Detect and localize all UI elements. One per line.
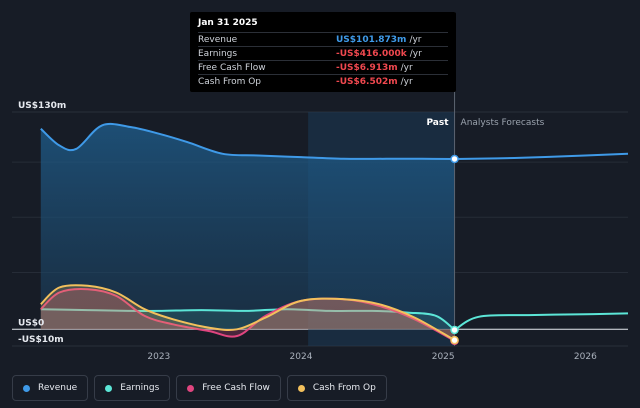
tooltip-row: Free Cash Flow -US$6.913m/yr: [198, 60, 448, 74]
y-tick-label: -US$10m: [18, 335, 64, 345]
legend-item-cash-from-op[interactable]: Cash From Op: [286, 375, 387, 401]
tooltip-row-label: Cash From Op: [198, 76, 262, 87]
tooltip-row-label: Revenue: [198, 34, 238, 45]
legend-label: Free Cash Flow: [202, 383, 270, 393]
legend-dot-icon: [23, 384, 30, 392]
cash-from-op-line: [40, 284, 456, 341]
free-cash-flow-line: [40, 287, 456, 342]
legend-dot-icon: [187, 384, 195, 392]
tooltip-row-unit: /yr: [400, 62, 413, 73]
tooltip-row-value: -US$6.913m: [336, 62, 398, 73]
tooltip-row-unit: /yr: [409, 34, 422, 45]
tooltip-row-label: Free Cash Flow: [198, 62, 266, 73]
tooltip-row-value: -US$416.000k: [336, 48, 407, 59]
earnings-line: [40, 308, 456, 331]
tooltip-row-label: Earnings: [198, 48, 238, 59]
revenue-area: [40, 123, 455, 330]
earnings-marker: [450, 325, 459, 335]
cash-from-op-area: [40, 285, 455, 341]
earnings-forecast-line: [454, 312, 629, 331]
legend-item-free-cash-flow[interactable]: Free Cash Flow: [176, 375, 281, 401]
x-tick-label: 2023: [147, 352, 170, 362]
y-tick-label: US$0: [18, 318, 44, 328]
tooltip-row: Cash From Op -US$6.502m/yr: [198, 74, 448, 88]
forecast-label: Analysts Forecasts: [461, 118, 545, 128]
tooltip-row: Earnings -US$416.000k/yr: [198, 46, 448, 60]
tooltip-row-value: US$101.873m: [336, 34, 407, 45]
legend: Revenue Earnings Free Cash Flow Cash From O…: [12, 375, 387, 401]
revenue-marker: [450, 154, 459, 164]
tooltip-row-unit: /yr: [409, 48, 422, 59]
past-label: Past: [426, 118, 449, 128]
free-cash-flow-area: [40, 288, 455, 341]
revenue-forecast-line: [454, 152, 629, 160]
legend-label: Revenue: [38, 383, 78, 393]
cash-from-op-marker: [450, 335, 459, 345]
legend-item-earnings[interactable]: Earnings: [94, 375, 171, 401]
tooltip-date: Jan 31 2025: [198, 18, 258, 28]
legend-dot-icon: [105, 384, 113, 392]
x-tick-label: 2024: [290, 352, 313, 362]
y-tick-label: US$130m: [18, 101, 66, 111]
tooltip-row-unit: /yr: [400, 76, 413, 87]
tooltip-row-value: -US$6.502m: [336, 76, 398, 87]
legend-label: Earnings: [120, 383, 160, 393]
revenue-line: [40, 122, 455, 160]
tooltip-row: Revenue US$101.873m/yr: [198, 32, 448, 46]
legend-dot-icon: [297, 384, 305, 392]
earnings-area: [40, 309, 455, 330]
legend-label: Cash From Op: [312, 383, 376, 393]
tooltip: Jan 31 2025 Revenue US$101.873m/yr Earning…: [190, 12, 456, 92]
x-tick-label: 2025: [432, 352, 455, 362]
legend-item-revenue[interactable]: Revenue: [12, 375, 89, 401]
x-tick-label: 2026: [574, 352, 597, 362]
